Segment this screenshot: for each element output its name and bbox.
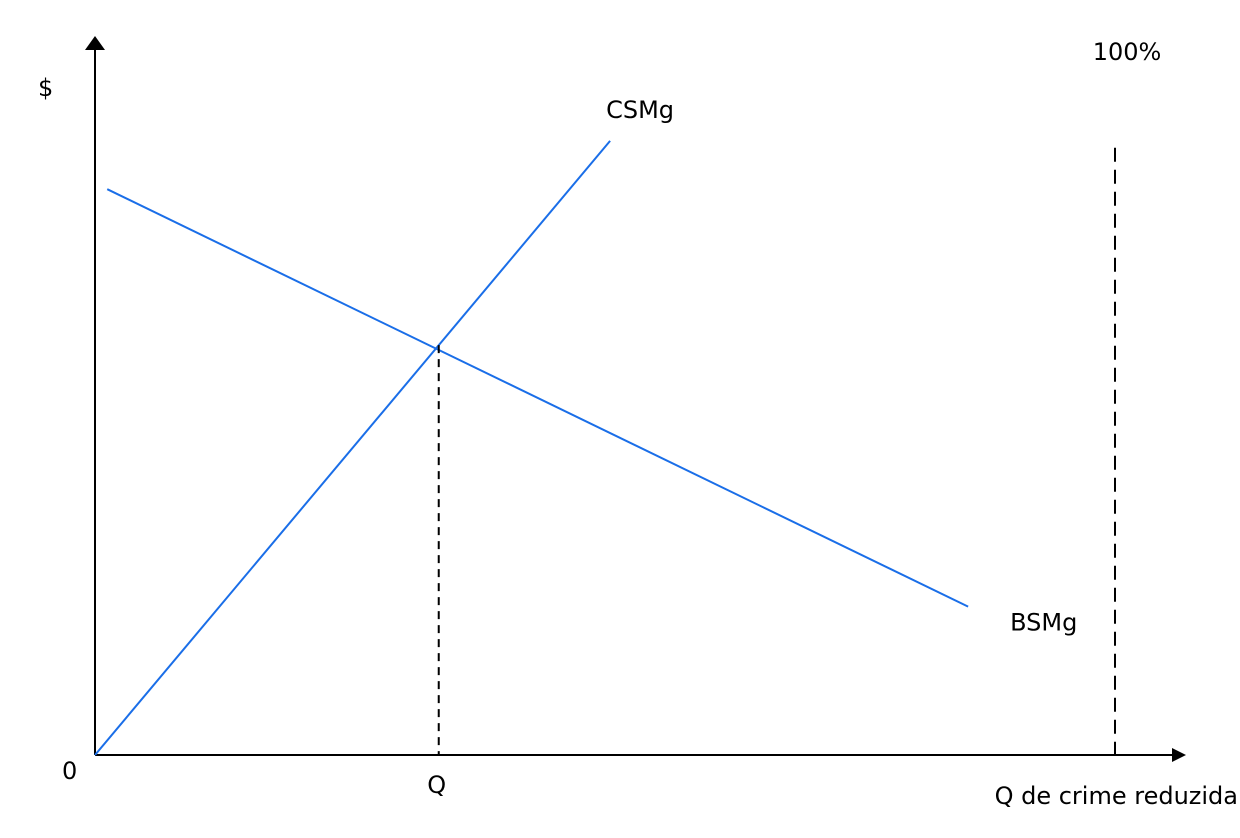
x-axis-arrow [1172,748,1186,762]
y-axis-arrow [85,36,105,50]
series-line-csmg [94,140,611,756]
origin-label: 0 [62,757,77,785]
series-label-csmg: CSMg [606,96,674,124]
x-axis-label: Q de crime reduzida [995,782,1238,810]
series-line-bsmg [106,188,969,608]
y-axis-label: $ [38,74,53,102]
equilibrium-tick-label: Q [427,771,446,799]
series-label-bsmg: BSMg [1010,609,1077,637]
limit-label: 100% [1093,38,1162,66]
